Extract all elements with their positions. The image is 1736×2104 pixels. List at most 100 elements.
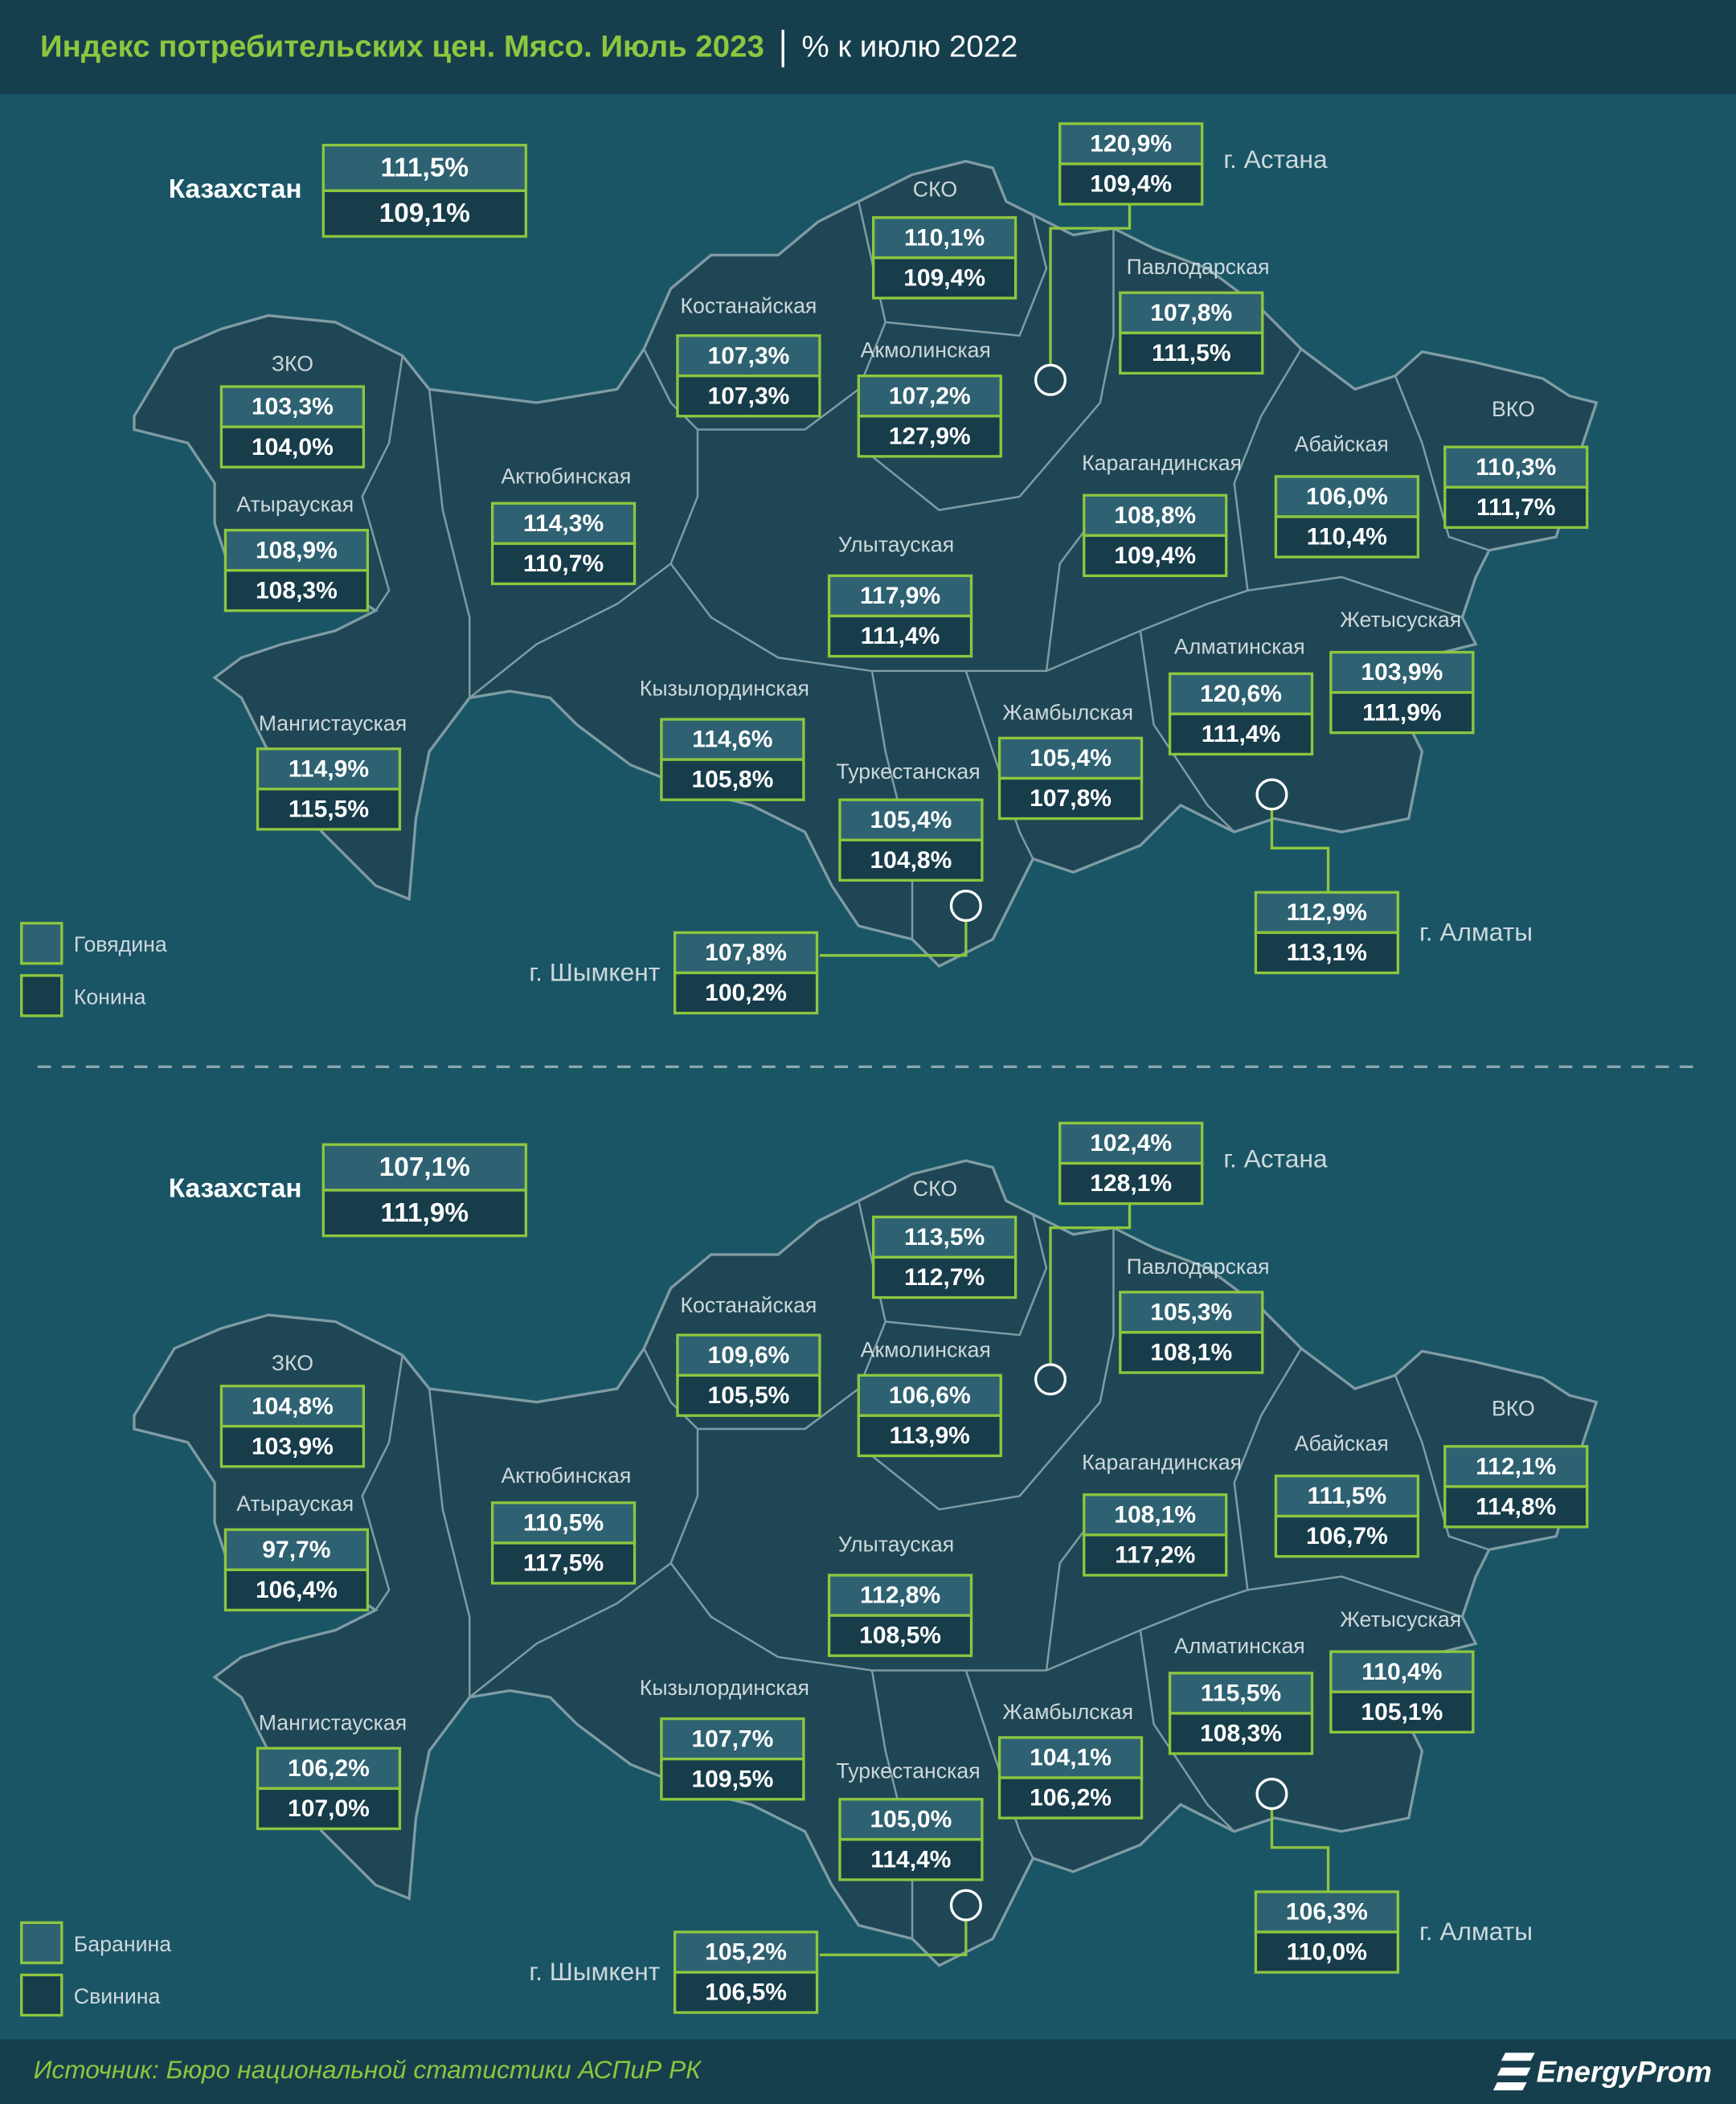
value-label: 113,9%: [890, 1422, 970, 1449]
value-cell-top: [321, 1143, 528, 1192]
value-cell-top: [872, 1215, 1017, 1259]
value-cell-bottom: [838, 1838, 984, 1881]
value-label: 105,5%: [708, 1382, 790, 1409]
value-label: 107,7%: [691, 1725, 773, 1752]
region-name: Кызылординская: [640, 676, 809, 700]
region-name: Атырауская: [236, 1492, 354, 1516]
value-label: 107,3%: [708, 383, 790, 409]
value-label: 111,7%: [1476, 494, 1556, 521]
connector: [1049, 1203, 1132, 1364]
value-label: 107,8%: [1030, 785, 1112, 812]
value-label: 111,4%: [861, 623, 940, 649]
value-cell-top: [1058, 122, 1204, 166]
connector: [1270, 810, 1330, 893]
value-label: 109,6%: [708, 1342, 790, 1369]
value-cell-bottom: [223, 569, 370, 612]
value-label: 112,7%: [904, 1264, 985, 1291]
region-name: Кызылординская: [640, 1676, 809, 1700]
region-name: Улытауская: [838, 533, 954, 557]
value-label: 108,3%: [1200, 1721, 1282, 1747]
value-label: 104,8%: [252, 1393, 334, 1419]
value-cell-bottom: [857, 415, 1002, 458]
value-label: 108,1%: [1114, 1501, 1196, 1528]
city-marker: [1255, 1778, 1288, 1811]
value-label: 110,1%: [904, 224, 985, 251]
value-label: 108,3%: [256, 577, 338, 604]
value-cell-bottom: [660, 758, 805, 801]
region-name: г. Шымкент: [529, 958, 660, 987]
legend-swatch: [20, 922, 63, 965]
value-label: 110,4%: [1361, 1659, 1442, 1685]
value-cell-bottom: [1083, 534, 1228, 578]
region-name: Жетысуская: [1340, 1607, 1461, 1631]
value-cell-top: [490, 1501, 637, 1545]
value-label: 107,3%: [708, 342, 790, 369]
value-label: 106,5%: [705, 1979, 787, 2006]
value-label: 114,3%: [523, 510, 604, 537]
city-marker: [1255, 778, 1288, 811]
region-name: ЗКО: [272, 1351, 313, 1375]
region-name: Акмолинская: [861, 338, 991, 362]
value-label: 117,2%: [1115, 1542, 1195, 1569]
value-label: 111,5%: [381, 153, 469, 182]
city-marker: [949, 1889, 982, 1922]
value-cell-bottom: [676, 375, 821, 418]
source: Источник: Бюро национальной статистики А…: [34, 2055, 703, 2084]
region-name: Жетысуская: [1340, 608, 1461, 632]
value-cell-bottom: [321, 189, 528, 238]
value-cell-top: [827, 1574, 973, 1617]
value-cell-top: [676, 334, 821, 378]
value-label: 100,2%: [705, 980, 787, 1006]
value-label: 110,4%: [1307, 524, 1387, 551]
region-name: Карагандинская: [1082, 451, 1242, 475]
value-cell-bottom: [827, 1614, 973, 1657]
value-cell-bottom: [872, 256, 1017, 300]
value-label: 105,2%: [705, 1939, 787, 1966]
value-label: 107,2%: [889, 383, 971, 409]
value-label: 109,1%: [379, 199, 470, 228]
value-label: 105,4%: [1030, 745, 1112, 772]
value-label: 128,1%: [1090, 1170, 1172, 1197]
value-label: 127,9%: [889, 423, 971, 449]
value-cell-bottom: [1168, 1712, 1314, 1755]
value-label: 105,3%: [1150, 1299, 1232, 1325]
value-label: 111,4%: [1202, 721, 1281, 747]
legend-label: Баранина: [74, 1932, 171, 1956]
region-name: г. Алматы: [1419, 917, 1533, 946]
value-cell-top: [1329, 650, 1475, 694]
value-cell-bottom: [673, 971, 819, 1015]
value-label: 106,7%: [1306, 1523, 1388, 1549]
value-cell-bottom: [1254, 931, 1400, 975]
value-label: 106,2%: [288, 1755, 370, 1782]
value-cell-top: [1119, 1291, 1264, 1334]
legend-label: Конина: [74, 984, 146, 1009]
value-label: 113,1%: [1287, 939, 1367, 966]
value-cell-top: [1329, 1650, 1475, 1693]
value-cell-top: [997, 1736, 1144, 1779]
footer-bar: [0, 2039, 1736, 2104]
legend-label: Говядина: [74, 932, 167, 956]
region-name: ВКО: [1492, 397, 1535, 421]
value-cell-top: [223, 1528, 370, 1571]
connector: [1049, 204, 1132, 364]
value-cell-bottom: [827, 614, 973, 658]
region-name: Улытауская: [838, 1532, 954, 1556]
value-cell-bottom: [997, 776, 1144, 821]
brand-logo: EnergyProm: [1492, 2053, 1712, 2090]
region-name: Туркестанская: [836, 1758, 980, 1783]
region-name: СКО: [913, 1177, 957, 1201]
value-label: 108,8%: [1114, 502, 1196, 529]
value-label: 104,1%: [1030, 1745, 1112, 1771]
value-cell-bottom: [1083, 1533, 1228, 1577]
region-name: Костанайская: [680, 294, 817, 318]
value-label: 103,9%: [252, 1433, 334, 1459]
region-name: Акмолинская: [861, 1337, 991, 1361]
region-name: Павлодарская: [1127, 1255, 1270, 1279]
value-label: 107,8%: [1150, 300, 1232, 326]
value-cell-top: [1443, 445, 1589, 489]
region-name: Карагандинская: [1082, 1451, 1242, 1475]
value-label: 106,2%: [1030, 1785, 1112, 1811]
value-cell-bottom: [1168, 712, 1314, 756]
